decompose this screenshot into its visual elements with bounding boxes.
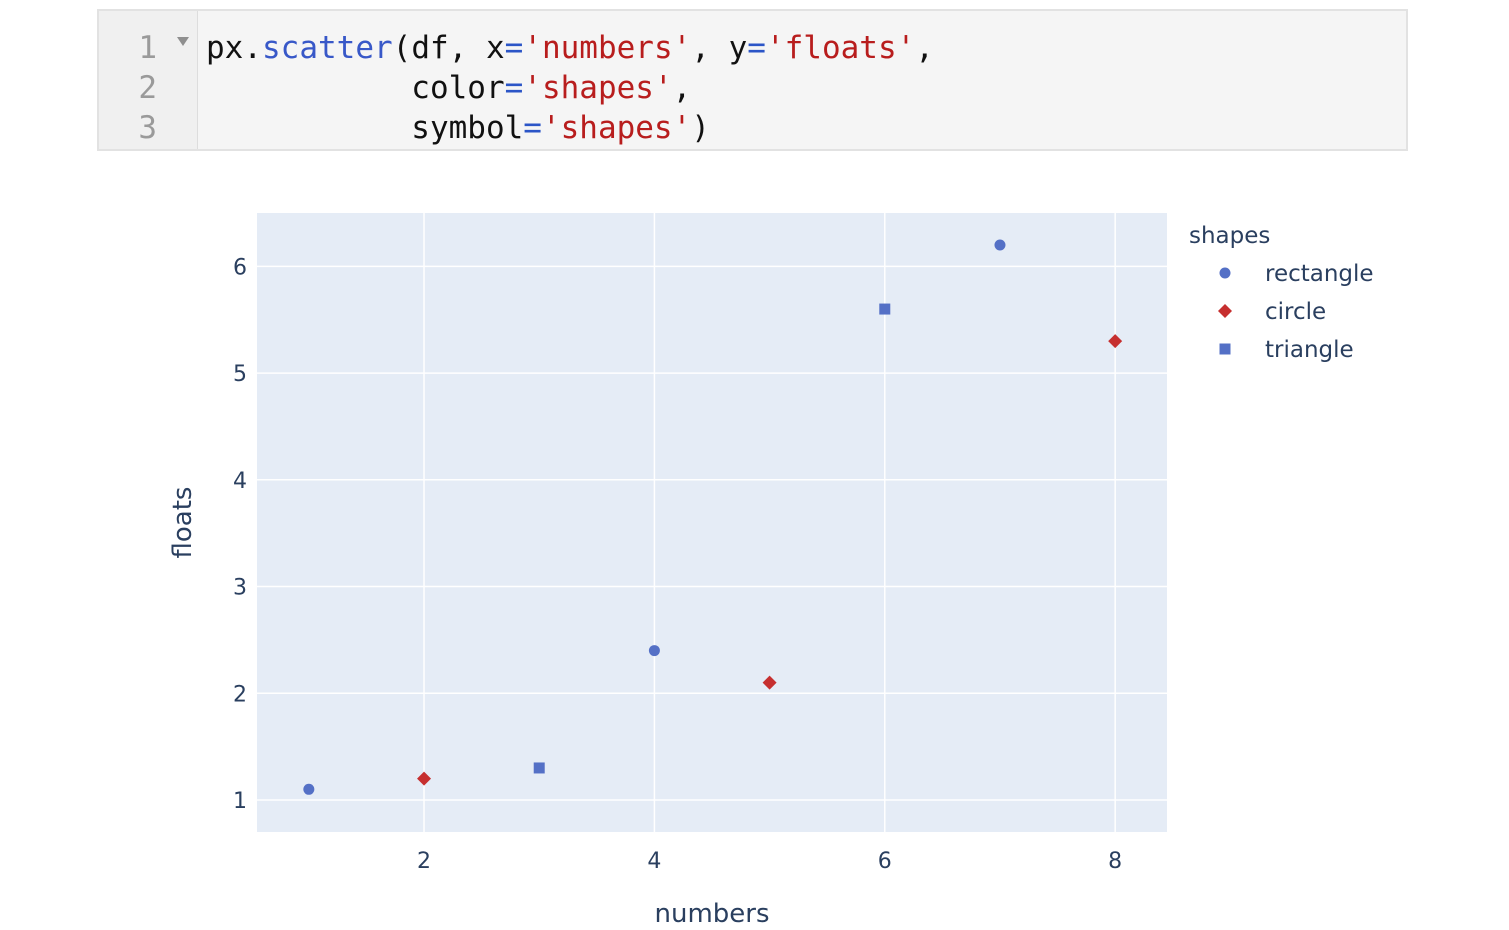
data-point-circle (1108, 334, 1123, 349)
y-tick-label: 1 (233, 789, 247, 814)
code-token: symbol (206, 110, 524, 146)
line-number: 1 (138, 30, 157, 66)
data-point-rectangle (994, 239, 1006, 251)
legend-label: circle (1265, 299, 1326, 325)
legend-item-circle[interactable]: circle (1218, 299, 1326, 325)
y-tick-label: 2 (233, 682, 247, 707)
code-token: (df, x (392, 30, 505, 66)
code-token: = (504, 70, 524, 106)
x-tick-label: 4 (647, 849, 661, 874)
x-axis-label: numbers (654, 899, 769, 926)
code-token: . (243, 30, 262, 66)
code-token: = (504, 30, 524, 66)
legend-symbol-circle (1219, 267, 1231, 279)
code-cell[interactable]: 1 2 3 px.scatter(df, x='numbers', y='flo… (97, 9, 1408, 151)
code-line[interactable]: symbol='shapes') (206, 108, 710, 148)
legend-label: triangle (1265, 337, 1354, 363)
legend-symbol-diamond (1218, 304, 1232, 318)
fold-arrow-icon[interactable] (177, 37, 189, 46)
data-point-triangle (879, 303, 891, 315)
y-tick-label: 6 (233, 255, 247, 280)
code-token: 'numbers' (523, 30, 692, 66)
scatter-chart-svg: 2 4 6 8 1 2 3 4 5 6 numbers floats shapes rectangle c… (168, 213, 1374, 929)
code-line[interactable]: color='shapes', (206, 68, 691, 108)
line-number: 2 (138, 70, 157, 106)
legend-item-rectangle[interactable]: rectangle (1219, 261, 1374, 287)
code-token: 'shapes' (523, 70, 673, 106)
code-token: 'floats' (765, 30, 916, 66)
code-token: px (206, 30, 244, 66)
code-token: , (672, 70, 692, 106)
code-token: , (915, 30, 934, 66)
data-point-triangle (533, 762, 545, 774)
x-tick-label: 6 (878, 849, 892, 874)
code-token: , y (691, 30, 748, 66)
code-token: ) (691, 110, 710, 146)
line-number: 3 (138, 110, 157, 146)
data-point-circle (762, 675, 777, 690)
legend-title: shapes (1189, 223, 1270, 249)
x-tick-label: 2 (417, 849, 431, 874)
y-tick-label: 5 (233, 362, 247, 387)
x-tick-label: 8 (1108, 849, 1122, 874)
code-line[interactable]: px.scatter(df, x='numbers', y='floats', (206, 28, 934, 68)
code-token: 'shapes' (541, 110, 692, 146)
y-axis-label: floats (168, 487, 198, 559)
legend-item-triangle[interactable]: triangle (1219, 337, 1354, 363)
data-point-circle (417, 771, 432, 786)
code-token: color (206, 70, 505, 106)
legend-symbol-square (1219, 343, 1231, 355)
code-token: = (523, 110, 542, 146)
code-token: scatter (262, 30, 393, 66)
plot-area (257, 213, 1167, 832)
y-tick-label: 3 (233, 576, 247, 601)
y-tick-label: 4 (233, 469, 247, 494)
legend-label: rectangle (1265, 261, 1374, 287)
data-point-rectangle (303, 783, 315, 795)
data-point-rectangle (648, 645, 660, 657)
scatter-chart: 2 4 6 8 1 2 3 4 5 6 numbers floats shapes rectangle c… (0, 180, 1509, 929)
code-token: = (747, 30, 766, 66)
line-number-gutter: 1 2 3 (99, 11, 198, 149)
